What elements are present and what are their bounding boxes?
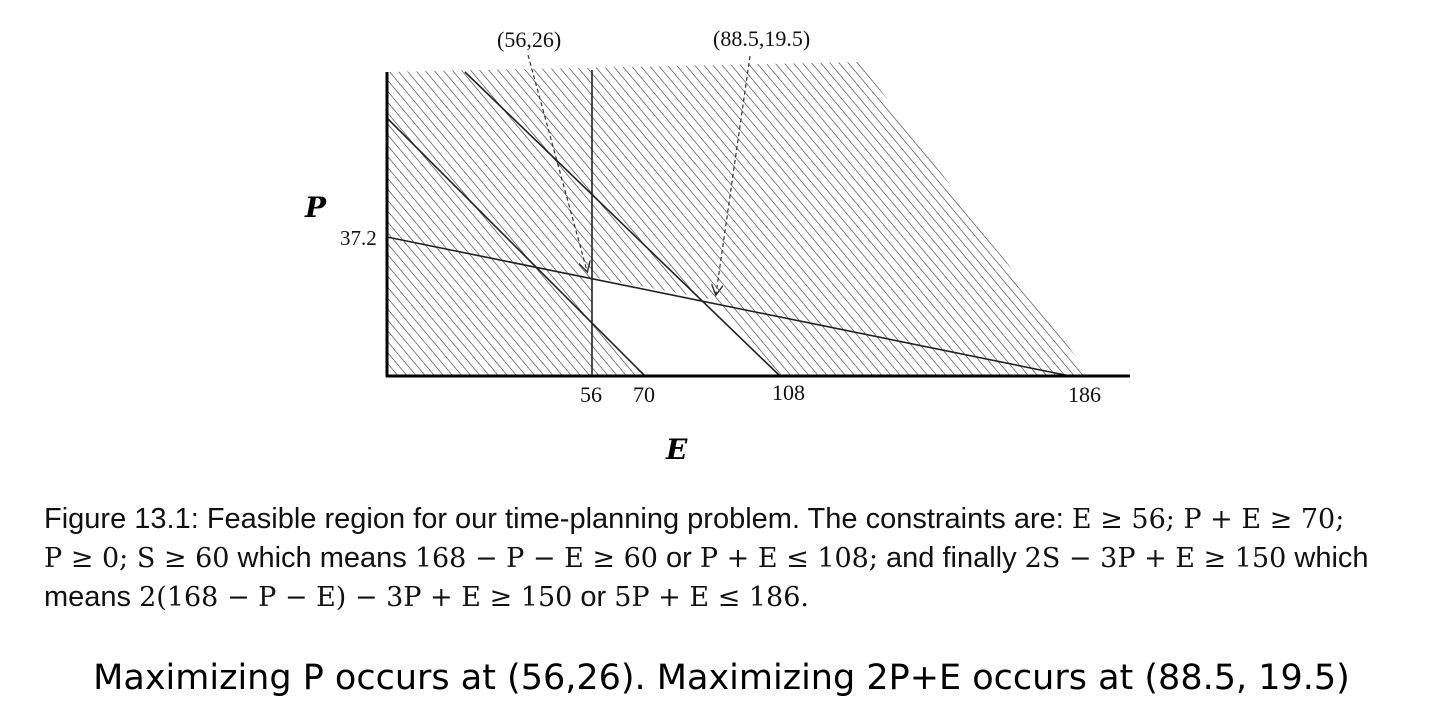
x-tick-label: 108 bbox=[772, 380, 805, 405]
vertex-label: (56,26) bbox=[497, 27, 561, 52]
feasible-region-diagram: P E 37.2 56 70 108 186 (56,26) (88.5,19.… bbox=[304, 26, 1130, 466]
caption-math: P ≥ 0; S ≥ 60 bbox=[44, 543, 230, 574]
line-5p-plus-e-186 bbox=[386, 236, 1071, 377]
x-tick-label: 186 bbox=[1068, 382, 1101, 407]
caption-text: Figure 13.1: Feasible region for our tim… bbox=[44, 503, 1072, 535]
x-tick-label: 70 bbox=[633, 382, 655, 407]
caption-text: or bbox=[572, 581, 615, 613]
caption-text: which means bbox=[229, 542, 415, 574]
caption-math: 5P + E ≤ 186. bbox=[614, 582, 809, 613]
line-e-plus-p-70 bbox=[386, 117, 646, 377]
vertex-arrow bbox=[716, 55, 751, 294]
caption-line-1: Figure 13.1: Feasible region for our tim… bbox=[44, 500, 1414, 539]
caption-math: 168 − P − E ≥ 60 bbox=[414, 543, 658, 574]
caption-math: P + E ≤ 108; bbox=[699, 543, 878, 574]
caption-math: 2S − 3P + E ≥ 150 bbox=[1024, 543, 1287, 574]
y-tick-label: 37.2 bbox=[340, 226, 377, 250]
x-axis-label: E bbox=[665, 433, 688, 466]
vertex-arrow bbox=[527, 54, 587, 271]
caption-line-3: means 2(168 − P − E) − 3P + E ≥ 150 or 5… bbox=[44, 578, 1414, 617]
caption-line-2: P ≥ 0; S ≥ 60 which means 168 − P − E ≥ … bbox=[44, 539, 1414, 578]
caption-text: means bbox=[44, 581, 140, 613]
caption-math: E ≥ 56; P + E ≥ 70; bbox=[1071, 504, 1345, 535]
maximization-note: Maximizing P occurs at (56,26). Maximizi… bbox=[93, 658, 1350, 698]
caption-text: or bbox=[657, 542, 700, 574]
x-tick-label: 56 bbox=[580, 382, 602, 407]
infeasible-hatched-region bbox=[387, 62, 1090, 376]
caption-math: 2(168 − P − E) − 3P + E ≥ 150 bbox=[139, 582, 573, 613]
caption-text: which bbox=[1286, 542, 1369, 574]
caption-text: and finally bbox=[877, 542, 1025, 574]
line-e-plus-p-108 bbox=[464, 71, 781, 377]
y-axis-label: P bbox=[304, 191, 327, 224]
vertex-label: (88.5,19.5) bbox=[713, 26, 810, 51]
figure-caption: Figure 13.1: Feasible region for our tim… bbox=[44, 500, 1414, 617]
